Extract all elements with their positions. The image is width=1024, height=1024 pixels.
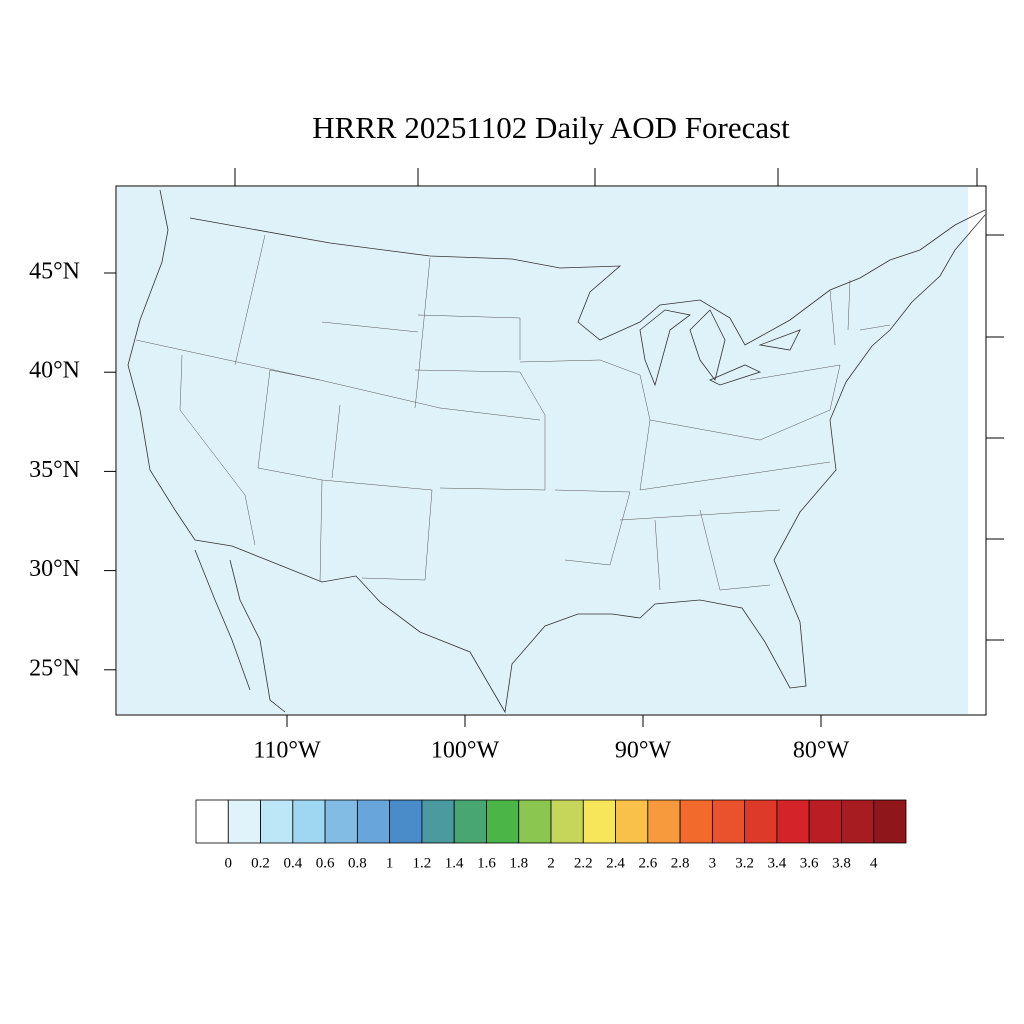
colorbar-box [550, 799, 584, 844]
colorbar-label: 0.4 [283, 855, 302, 871]
colorbar-label: 1.4 [445, 855, 464, 871]
colorbar-box [453, 799, 487, 844]
colorbar-box [615, 799, 649, 844]
colorbar-label: 3 [709, 855, 717, 871]
mexico-coast [194, 549, 286, 713]
colorbar-box [260, 799, 294, 844]
colorbar-label: 4 [870, 855, 878, 871]
lat-label: 45°N [29, 259, 80, 285]
lon-label: 90°W [615, 738, 672, 764]
lat-label: 25°N [29, 655, 80, 681]
colorbar-label: 2.8 [671, 855, 690, 871]
colorbar-label: 3.6 [800, 855, 819, 871]
colorbar-label: 1.8 [509, 855, 528, 871]
colorbar-box [744, 799, 778, 844]
lon-label: 80°W [793, 738, 850, 764]
colorbar-label: 3.4 [768, 855, 787, 871]
colorbar-box [356, 799, 391, 844]
colorbar-label: 3.2 [735, 855, 754, 871]
frame-ticks [104, 168, 1004, 727]
colorbar-box [421, 799, 455, 844]
great-lakes [639, 309, 801, 387]
colorbar-box [292, 799, 326, 844]
colorbar-box [841, 799, 875, 844]
colorbar-box [227, 799, 261, 844]
colorbar-box [389, 799, 423, 844]
lat-label: 30°N [29, 556, 80, 582]
lon-label: 100°W [431, 738, 500, 764]
colorbar-label: 3.8 [832, 855, 851, 871]
colorbar-label: 1 [386, 855, 394, 871]
colorbar-label: 0.6 [316, 855, 335, 871]
colorbar-label: 2.6 [638, 855, 657, 871]
colorbar-box [582, 799, 616, 844]
lon-label: 110°W [253, 738, 321, 764]
colorbar-box [324, 799, 358, 844]
colorbar-box [647, 799, 681, 844]
colorbar-box [873, 799, 907, 844]
state-lines [135, 234, 891, 591]
colorbar-label: 1.2 [413, 855, 432, 871]
colorbar-label: 1.6 [477, 855, 496, 871]
colorbar-label: 2.2 [574, 855, 593, 871]
colorbar-box [711, 799, 746, 844]
lat-label: 40°N [29, 358, 80, 384]
northern-border [189, 209, 986, 346]
colorbar-label: 0.8 [348, 855, 367, 871]
aod-field [117, 187, 968, 714]
coastline [127, 189, 986, 714]
map-frame [115, 185, 987, 716]
colorbar-box [808, 799, 842, 844]
colorbar-box [679, 799, 713, 844]
lat-label: 35°N [29, 457, 80, 483]
colorbar-box [486, 799, 520, 844]
colorbar-box [776, 799, 810, 844]
colorbar-box [195, 799, 229, 844]
colorbar-label: 0 [225, 855, 233, 871]
colorbar-label: 2.4 [606, 855, 625, 871]
colorbar-box [518, 799, 552, 844]
colorbar-label: 2 [547, 855, 555, 871]
map-title: HRRR 20251102 Daily AOD Forecast [312, 110, 790, 145]
colorbar-label: 0.2 [251, 855, 270, 871]
